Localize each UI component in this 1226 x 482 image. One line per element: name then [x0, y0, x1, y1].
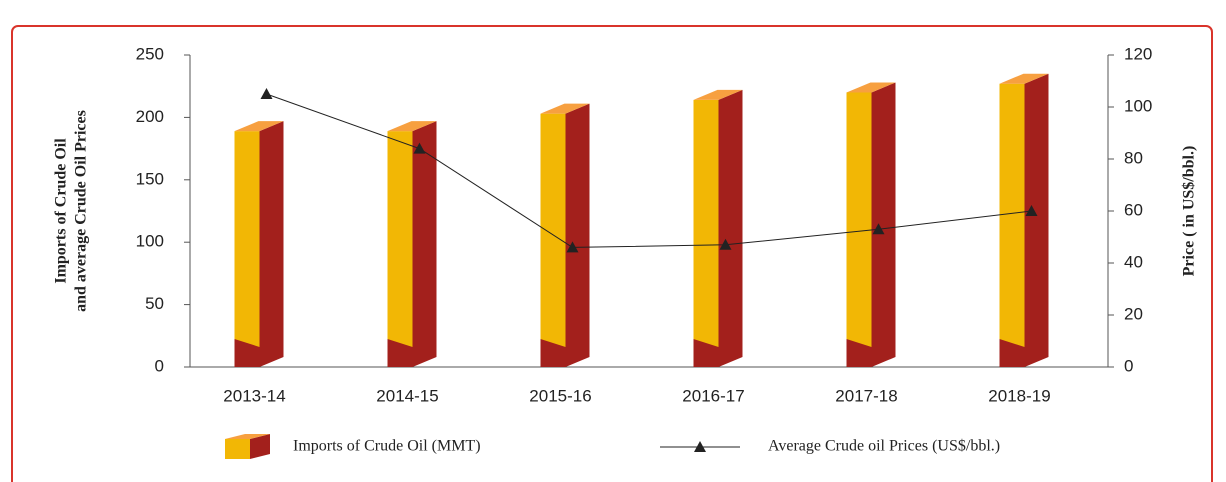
bar-side	[565, 103, 590, 367]
bar	[234, 131, 260, 367]
legend-label: Imports of Crude Oil (MMT)	[293, 438, 481, 455]
y-tick-label: 200	[136, 107, 164, 126]
y-tick-label: 0	[155, 356, 164, 375]
bar-base	[387, 339, 413, 367]
bar-side	[1024, 73, 1049, 367]
bar-group	[846, 82, 896, 367]
line	[266, 93, 1032, 248]
legend-swatch-side	[250, 434, 270, 459]
y-axis-label: and average Crude Oil Prices	[73, 110, 90, 312]
line-marker	[260, 88, 273, 99]
legend-marker	[694, 441, 706, 452]
bar-top	[846, 82, 896, 93]
bar-group	[234, 121, 284, 368]
bar-side	[412, 121, 437, 368]
bar-base	[234, 339, 260, 367]
bar-top	[693, 89, 743, 100]
bar-base	[540, 339, 566, 367]
bar-top	[387, 121, 437, 132]
y-tick-label: 50	[145, 294, 164, 313]
y2-tick-label: 120	[1124, 44, 1152, 63]
legend-swatch	[225, 439, 250, 459]
y2-tick-label: 60	[1124, 200, 1143, 219]
y-tick-label: 100	[136, 232, 164, 251]
y2-tick-label: 40	[1124, 252, 1143, 271]
y2-axis-label: Price ( in US$/bbl.)	[1181, 146, 1198, 277]
line-marker	[1025, 205, 1038, 216]
bar	[387, 131, 413, 367]
bar-top	[234, 121, 284, 132]
y-tick-label: 250	[136, 44, 164, 63]
bar-top	[999, 73, 1049, 84]
frame	[11, 25, 1213, 482]
bar-group	[999, 73, 1049, 367]
x-tick-label: 2014-15	[376, 386, 438, 405]
line-marker	[413, 142, 426, 154]
x-tick-label: 2013-14	[223, 386, 285, 405]
bar-base	[846, 339, 872, 367]
line-marker	[566, 241, 579, 253]
y2-tick-label: 20	[1124, 304, 1143, 323]
y2-tick-label: 100	[1124, 96, 1152, 115]
x-tick-label: 2016-17	[682, 386, 744, 405]
bar	[846, 92, 872, 367]
legend-label: Average Crude oil Prices (US$/bbl.)	[768, 438, 1000, 455]
x-tick-label: 2018-19	[988, 386, 1050, 405]
x-tick-label: 2017-18	[835, 386, 897, 405]
bar-base	[693, 339, 719, 367]
bar-group	[540, 103, 590, 367]
bar-base	[999, 339, 1025, 367]
bar-top	[540, 103, 590, 114]
y-tick-label: 150	[136, 169, 164, 188]
bar	[693, 99, 719, 367]
bar-side	[259, 121, 284, 368]
bar-side	[718, 89, 743, 367]
bar-side	[871, 82, 896, 367]
bar-group	[387, 121, 437, 368]
line-marker	[872, 223, 885, 235]
legend-swatch-top	[225, 434, 270, 439]
bar-group	[693, 89, 743, 367]
y2-tick-label: 0	[1124, 356, 1133, 375]
bar	[999, 83, 1025, 367]
y2-tick-label: 80	[1124, 148, 1143, 167]
line-marker	[719, 238, 732, 250]
x-tick-label: 2015-16	[529, 386, 591, 405]
y-axis-label: Imports of Crude Oil	[53, 138, 70, 284]
